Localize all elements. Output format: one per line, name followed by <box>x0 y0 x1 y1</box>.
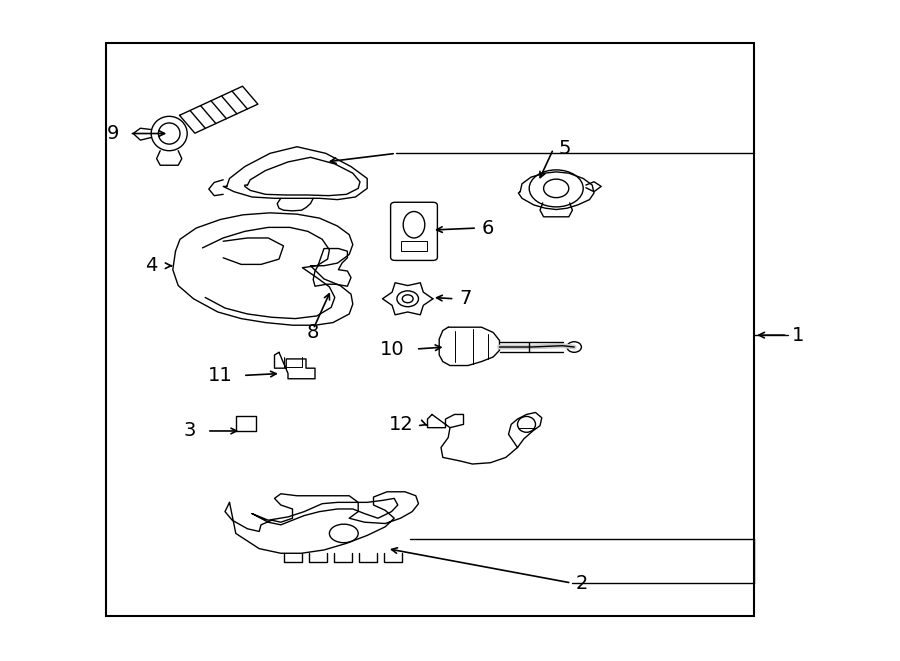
Text: 4: 4 <box>145 256 158 275</box>
Text: 1: 1 <box>792 326 805 344</box>
Text: 10: 10 <box>381 340 405 358</box>
Text: 9: 9 <box>106 124 119 143</box>
Text: 3: 3 <box>184 422 196 440</box>
Text: 6: 6 <box>482 219 494 237</box>
Bar <box>106 43 754 616</box>
Text: 12: 12 <box>389 415 414 434</box>
Text: 8: 8 <box>307 323 320 342</box>
Text: 2: 2 <box>576 574 589 592</box>
Bar <box>401 241 427 251</box>
Text: 11: 11 <box>207 366 232 385</box>
Text: 7: 7 <box>459 290 472 308</box>
Text: 5: 5 <box>558 139 571 158</box>
